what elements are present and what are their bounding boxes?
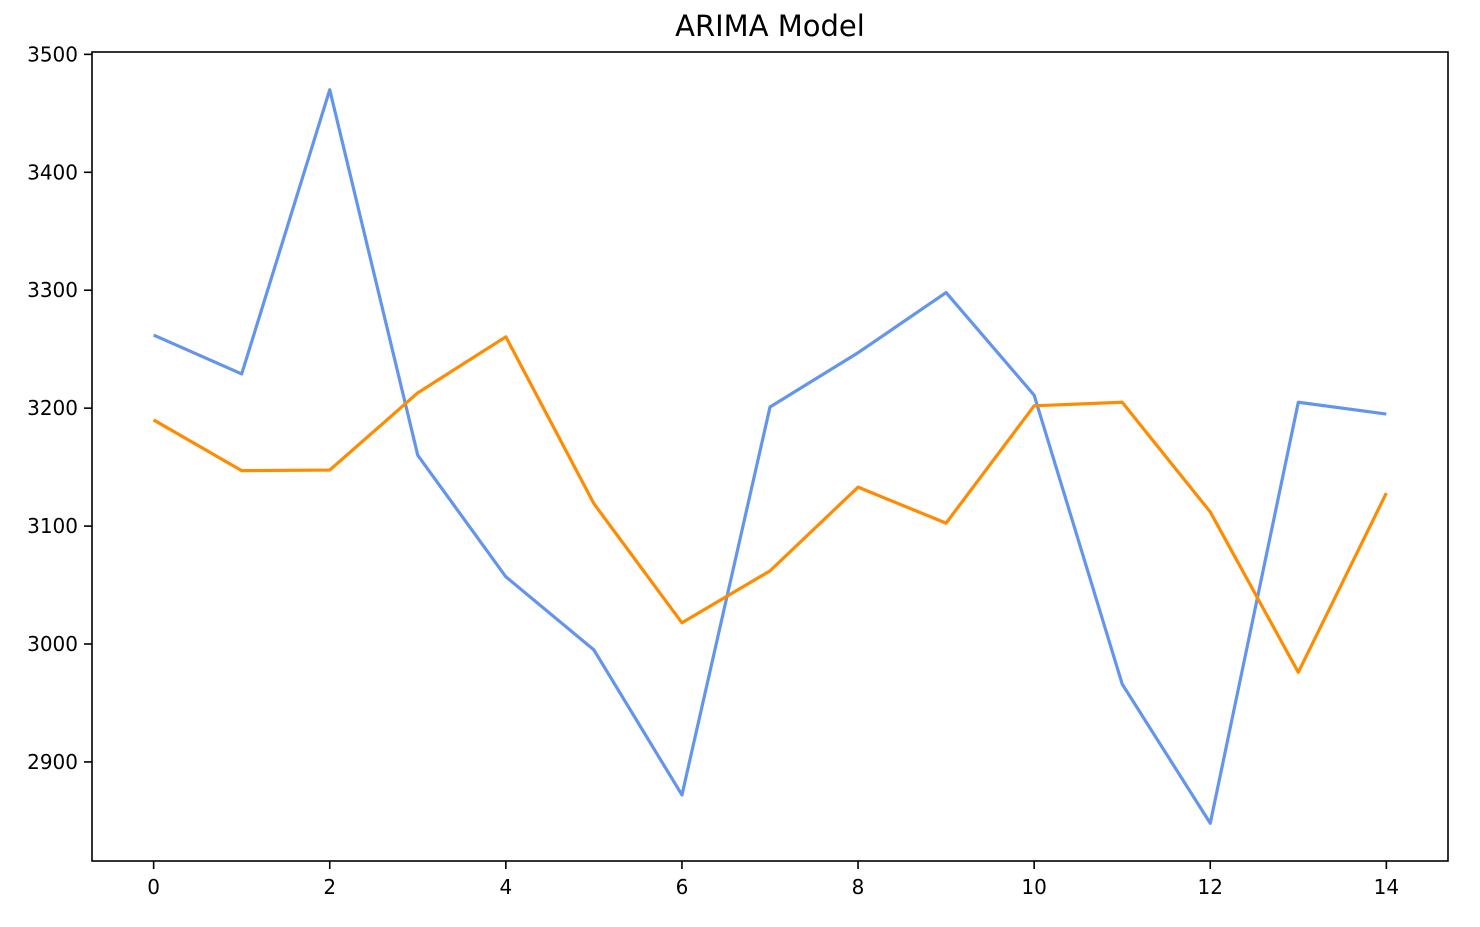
x-tick-label: 12 — [1198, 875, 1223, 899]
y-tick-label: 3200 — [27, 396, 78, 420]
plot-area-frame — [91, 51, 1449, 862]
x-tick-label: 8 — [852, 875, 865, 899]
y-tick-label: 3400 — [27, 160, 78, 184]
series-layer — [152, 88, 1388, 825]
y-tick-label: 2900 — [27, 750, 78, 774]
y-tick-label: 3500 — [27, 42, 78, 66]
series-line-1 — [152, 88, 1387, 825]
x-axis: 0 2 4 6 8 10 12 14 — [147, 861, 1399, 899]
x-tick-label: 14 — [1374, 875, 1399, 899]
series-line-2 — [152, 335, 1388, 674]
y-axis: 2900 3000 3100 3200 3300 3400 3500 — [27, 42, 92, 774]
x-tick-label: 6 — [676, 875, 689, 899]
chart-title: ARIMA Model — [675, 9, 865, 43]
y-tick-label: 3300 — [27, 278, 78, 302]
x-tick-label: 10 — [1021, 875, 1046, 899]
x-tick-label: 4 — [499, 875, 512, 899]
y-tick-label: 3000 — [27, 632, 78, 656]
x-tick-label: 2 — [323, 875, 336, 899]
x-tick-label: 0 — [147, 875, 160, 899]
y-tick-label: 3100 — [27, 514, 78, 538]
